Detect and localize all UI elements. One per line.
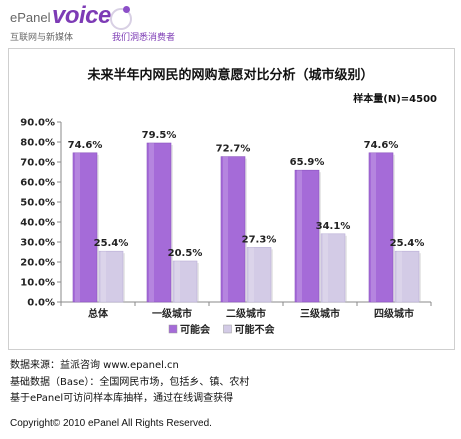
bar-unlikely	[320, 233, 346, 303]
y-tick-label: 50.0%	[20, 198, 55, 209]
y-tick-label: 30.0%	[20, 238, 55, 249]
x-tick-label: 一级城市	[152, 307, 192, 320]
logo-voice-text: voice	[52, 2, 111, 29]
sample-size: 样本量(N)=4500	[353, 94, 437, 105]
bar-unlikely	[246, 247, 272, 303]
logo-dot-icon	[123, 6, 130, 13]
bar-highlight	[249, 247, 254, 302]
data-label: 20.5%	[168, 248, 203, 259]
bar-highlight	[323, 233, 328, 302]
y-tick-label: 0.0%	[27, 298, 55, 309]
chart-frame: 0.0% 10.0% 20.0% 30.0% 40.0% 50.0% 60.0% 70.0% 8…	[8, 48, 455, 350]
logo-subtitle-right: 我们洞悉消费者	[112, 33, 176, 43]
legend-label: 可能不会	[235, 323, 275, 336]
data-label: 25.4%	[94, 238, 129, 249]
chart-title: 未来半年内网民的网购意愿对比分析（城市级别）	[87, 68, 374, 83]
data-source: 数据来源：益派咨询 www.epanel.cn	[10, 360, 179, 371]
bar-highlight	[149, 143, 154, 302]
legend-swatch	[223, 324, 232, 334]
logo-circle-icon	[110, 8, 132, 30]
y-tick-label: 60.0%	[20, 178, 55, 189]
bar-unlikely	[394, 250, 420, 303]
data-base: 基础数据（Base）：全国网民市场，包括乡、镇、农村	[10, 377, 250, 388]
y-tick-label: 70.0%	[20, 158, 55, 169]
data-label: 27.3%	[242, 234, 277, 245]
bar-highlight	[175, 261, 180, 302]
legend-label: 可能会	[180, 323, 210, 336]
x-tick-label: 总体	[88, 307, 109, 320]
data-label: 72.7%	[216, 144, 251, 155]
legend-swatch	[168, 324, 178, 334]
x-tick-label: 二级城市	[226, 307, 266, 320]
bar-likely	[294, 169, 320, 303]
epanel-voice-logo: ePanel voice 互联网与新媒体 我们洞悉消费者	[10, 2, 210, 46]
y-tick-label: 90.0%	[20, 118, 55, 129]
data-label: 79.5%	[142, 130, 177, 141]
bar-likely	[146, 142, 172, 303]
bar-highlight	[371, 152, 376, 302]
x-tick-label: 四级城市	[374, 307, 414, 320]
data-label: 74.6%	[364, 140, 399, 151]
data-label: 74.6%	[68, 140, 103, 151]
data-label: 25.4%	[390, 238, 425, 249]
bar-chart: 0.0% 10.0% 20.0% 30.0% 40.0% 50.0% 60.0% 70.0% 8…	[20, 118, 432, 336]
data-label: 65.9%	[290, 157, 325, 168]
copyright: Copyright© 2010 ePanel All Rights Reserv…	[10, 418, 212, 429]
logo-epanel-text: ePanel	[10, 10, 51, 25]
bar-highlight	[75, 152, 80, 302]
data-method: 基于ePanel可访问样本库抽样，通过在线调查获得	[10, 393, 234, 404]
bar-likely	[220, 156, 246, 303]
y-tick-label: 80.0%	[20, 138, 55, 149]
x-tick-label: 三级城市	[300, 307, 340, 320]
y-tick-label: 10.0%	[20, 278, 55, 289]
y-tick-label: 20.0%	[20, 258, 55, 269]
data-label: 34.1%	[316, 221, 351, 232]
bar-likely	[368, 152, 394, 303]
bar-unlikely	[98, 250, 124, 303]
bar-highlight	[223, 156, 228, 302]
bar-likely	[72, 152, 98, 303]
bar-highlight	[297, 170, 302, 302]
y-tick-label: 40.0%	[20, 218, 55, 229]
bar-highlight	[397, 251, 402, 302]
logo-subtitle-left: 互联网与新媒体	[10, 33, 74, 43]
bar-highlight	[101, 251, 106, 302]
bar-unlikely	[172, 260, 198, 303]
